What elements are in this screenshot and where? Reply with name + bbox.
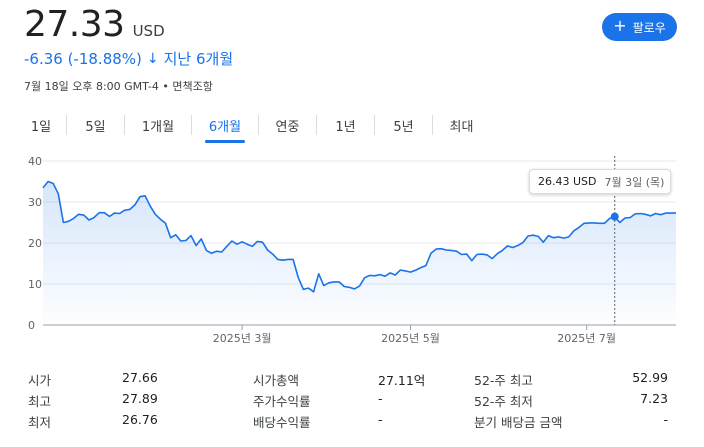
stats-table: 시가 27.66 시가총액 27.11억 52-주 최고 52.99 최고 27… bbox=[28, 368, 678, 431]
chart-area-fill bbox=[43, 181, 676, 325]
x-tick-label: 2025년 5월 bbox=[381, 332, 440, 345]
follow-button[interactable]: + 팔로우 bbox=[602, 13, 677, 41]
tab-1y[interactable]: 1년 bbox=[335, 119, 356, 135]
stat-value: 27.11억 bbox=[378, 373, 426, 388]
currency-label: USD bbox=[132, 22, 165, 40]
tab-divider bbox=[258, 115, 259, 135]
y-tick-label: 0 bbox=[28, 319, 35, 332]
tab-divider bbox=[316, 115, 317, 135]
y-tick-label: 10 bbox=[28, 278, 42, 291]
y-tick-label: 40 bbox=[28, 155, 42, 168]
stat-value: 7.23 bbox=[640, 391, 668, 406]
price-chart[interactable]: 40 30 20 10 0 2025년 3월 2025년 5월 2025년 7월 bbox=[0, 148, 704, 353]
tab-divider bbox=[66, 115, 67, 135]
tab-divider bbox=[374, 115, 375, 135]
stat-label: 52-주 최저 bbox=[474, 394, 533, 409]
change-value: -6.36 (-18.88%) bbox=[24, 49, 142, 68]
stat-value: - bbox=[663, 412, 668, 427]
y-tick-label: 30 bbox=[28, 196, 42, 209]
range-tabs: 1일 5일 1개월 6개월 연중 1년 5년 최대 bbox=[16, 110, 490, 143]
y-tick-label: 20 bbox=[28, 237, 42, 250]
current-price: 27.33 bbox=[24, 4, 125, 45]
stat-value: - bbox=[378, 412, 383, 427]
tab-5y[interactable]: 5년 bbox=[393, 119, 414, 135]
stat-label: 주가수익률 bbox=[253, 394, 311, 409]
stats-row: 최고 27.89 주가수익률 - 52-주 최저 7.23 bbox=[28, 389, 678, 410]
arrow-down-icon: ↓ bbox=[146, 50, 159, 67]
stat-label: 시가총액 bbox=[253, 373, 300, 388]
stats-row: 시가 27.66 시가총액 27.11억 52-주 최고 52.99 bbox=[28, 368, 678, 389]
stat-label: 52-주 최고 bbox=[474, 373, 533, 388]
tab-5d[interactable]: 5일 bbox=[85, 119, 106, 135]
stat-value: - bbox=[378, 391, 383, 406]
x-tick-label: 2025년 7월 bbox=[557, 332, 616, 345]
stat-value: 27.89 bbox=[122, 391, 158, 406]
tab-6m[interactable]: 6개월 bbox=[205, 110, 245, 143]
plus-icon: + bbox=[613, 16, 627, 35]
price-tooltip: 26.43 USD 7월 3일 (목) bbox=[529, 169, 671, 194]
price-change: -6.36 (-18.88%) ↓ 지난 6개월 bbox=[24, 48, 233, 69]
tab-1m[interactable]: 1개월 bbox=[141, 119, 175, 135]
timestamp-disclaimer: 7월 18일 오후 8:00 GMT-4 • 면책조항 bbox=[24, 80, 213, 93]
tooltip-date: 7월 3일 (목) bbox=[604, 175, 665, 189]
price-line bbox=[42, 180, 677, 293]
stat-label: 최저 bbox=[28, 415, 52, 430]
price-header: 27.33 USD bbox=[24, 4, 165, 45]
tab-divider bbox=[124, 115, 125, 135]
stats-row: 최저 26.76 배당수익률 - 분기 배당금 금액 - bbox=[28, 410, 678, 431]
follow-label: 팔로우 bbox=[632, 20, 666, 35]
tab-ytd[interactable]: 연중 bbox=[275, 119, 300, 135]
stat-label: 배당수익률 bbox=[253, 415, 311, 430]
tab-max[interactable]: 최대 bbox=[449, 119, 474, 135]
period-label: 지난 6개월 bbox=[163, 50, 234, 68]
tooltip-value: 26.43 USD bbox=[538, 175, 597, 188]
x-tick-label: 2025년 3월 bbox=[213, 332, 272, 345]
stat-value: 52.99 bbox=[632, 370, 668, 385]
tab-divider bbox=[191, 115, 192, 135]
stat-value: 27.66 bbox=[122, 370, 158, 385]
hover-dot bbox=[610, 212, 619, 221]
tab-1d[interactable]: 1일 bbox=[30, 119, 52, 135]
stat-value: 26.76 bbox=[122, 412, 158, 427]
stat-label: 분기 배당금 금액 bbox=[474, 415, 563, 430]
stat-label: 최고 bbox=[28, 394, 52, 409]
stat-label: 시가 bbox=[28, 373, 52, 388]
tab-divider bbox=[432, 115, 433, 135]
